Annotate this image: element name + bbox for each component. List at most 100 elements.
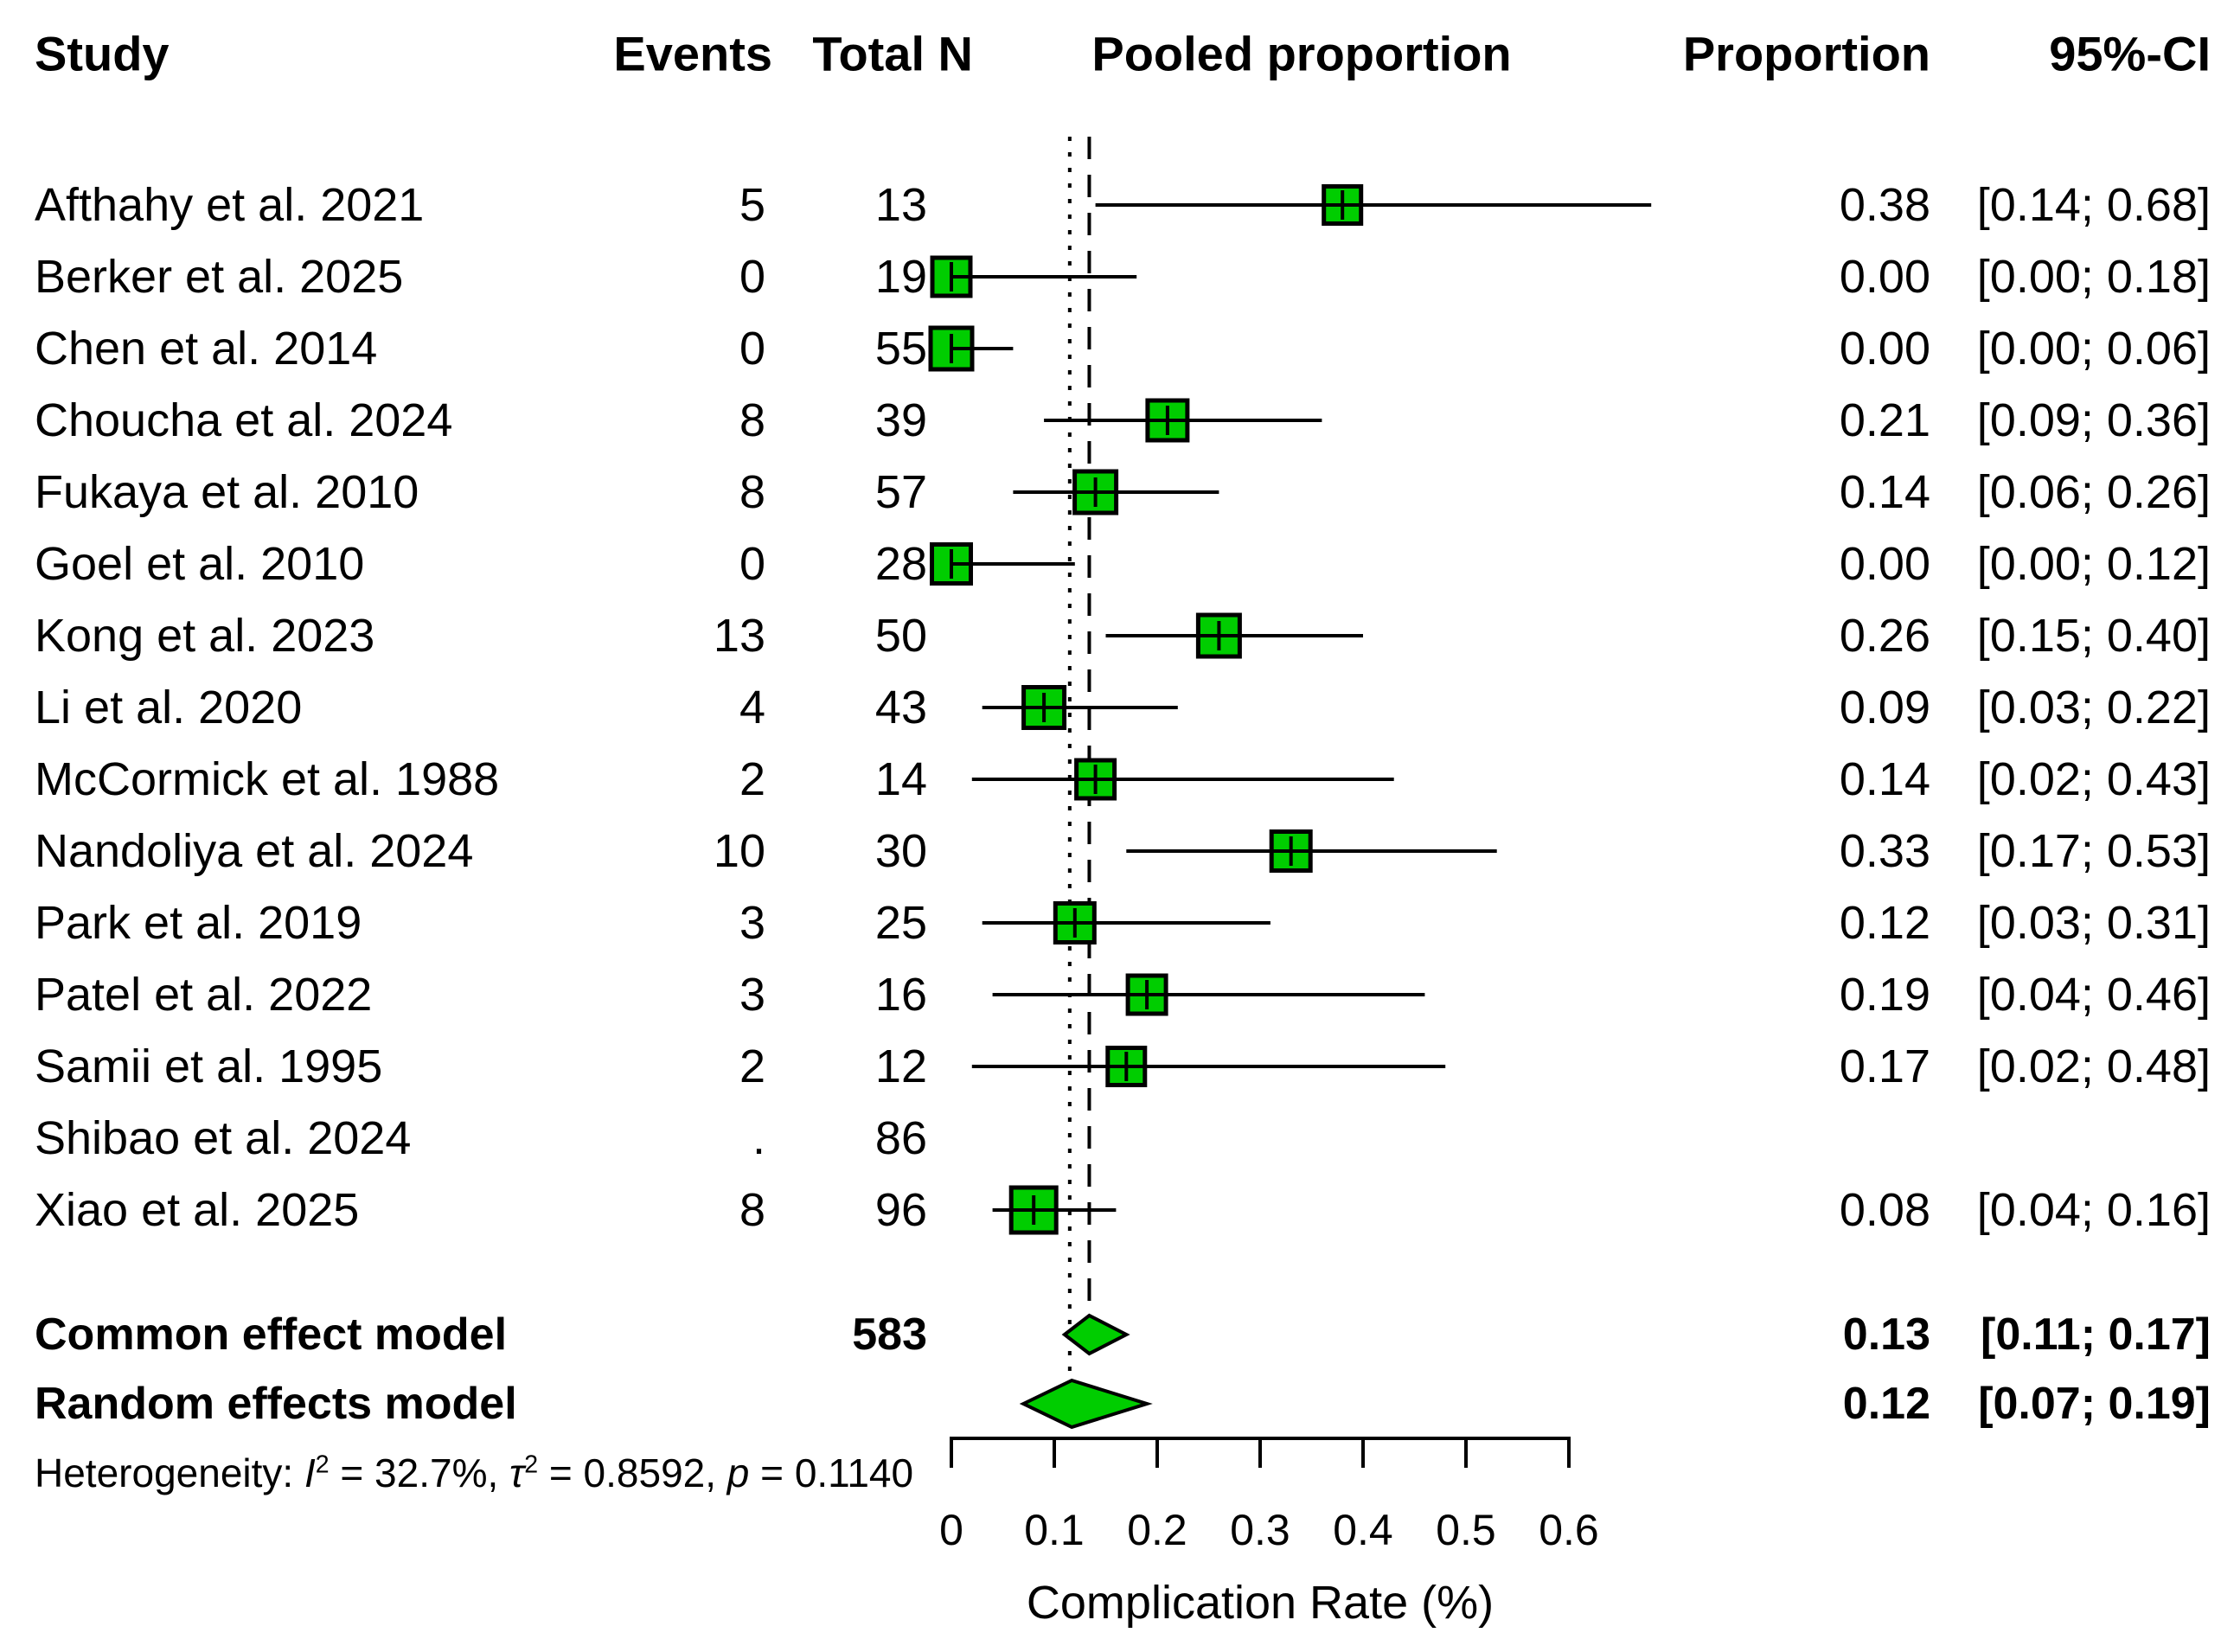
events-value: 0: [739, 538, 765, 590]
tau-squared-symbol: τ: [509, 1450, 525, 1495]
x-axis-tick-label: 0.3: [1230, 1506, 1290, 1554]
proportion-value: 0.12: [1839, 897, 1930, 949]
ci-value: [0.00; 0.06]: [1976, 323, 2211, 375]
i-squared-value: = 32.7%,: [329, 1450, 510, 1495]
proportion-value: 0.21: [1839, 394, 1930, 446]
ci-value: [0.17; 0.53]: [1976, 825, 2211, 877]
i-squared-exponent: 2: [315, 1450, 330, 1479]
ci-value: [0.04; 0.16]: [1976, 1184, 2211, 1236]
column-header-total-n: Total N: [812, 26, 973, 81]
column-header-study: Study: [35, 26, 170, 81]
ci-value: [0.03; 0.31]: [1976, 897, 2211, 949]
ci-value: [0.00; 0.12]: [1976, 538, 2211, 590]
total-n-value: 13: [874, 179, 927, 231]
common-effect-proportion: 0.13: [1842, 1309, 1930, 1360]
proportion-value: 0.14: [1839, 753, 1930, 805]
study-label: Kong et al. 2023: [35, 610, 375, 662]
x-axis-tick-label: 0.6: [1539, 1506, 1599, 1554]
column-header-pooled-proportion: Pooled proportion: [1091, 26, 1512, 81]
ci-value: [0.06; 0.26]: [1976, 466, 2211, 518]
study-label: Shibao et al. 2024: [35, 1112, 412, 1164]
proportion-value: 0.19: [1839, 969, 1930, 1021]
study-label: McCormick et al. 1988: [35, 753, 500, 805]
common-effect-diamond: [1061, 1313, 1130, 1356]
total-n-value: 55: [874, 323, 927, 375]
heterogeneity-prefix: Heterogeneity:: [35, 1450, 304, 1495]
study-label: Afthahy et al. 2021: [35, 179, 425, 231]
total-n-value: 19: [874, 251, 927, 303]
events-value: 10: [713, 825, 765, 877]
ci-value: [0.09; 0.36]: [1976, 394, 2211, 446]
events-value: 2: [739, 753, 765, 805]
x-axis-tick-label: 0: [939, 1506, 963, 1554]
ci-value: [0.14; 0.68]: [1976, 179, 2211, 231]
total-n-value: 30: [874, 825, 927, 877]
study-label: Goel et al. 2010: [35, 538, 365, 590]
proportion-value: 0.08: [1839, 1184, 1930, 1236]
total-n-value: 96: [874, 1184, 927, 1236]
events-value: 8: [739, 466, 765, 518]
events-value: 13: [713, 610, 765, 662]
study-label: Fukaya et al. 2010: [35, 466, 419, 518]
ci-value: [0.15; 0.40]: [1976, 610, 2211, 662]
total-n-value: 43: [874, 682, 927, 733]
study-label: Xiao et al. 2025: [35, 1184, 360, 1236]
events-value: 4: [739, 682, 765, 733]
total-n-value: 25: [874, 897, 927, 949]
events-value: 0: [739, 251, 765, 303]
p-symbol: p: [726, 1450, 750, 1495]
proportion-value: 0.14: [1839, 466, 1930, 518]
common-effect-total-n: 583: [852, 1309, 927, 1360]
ci-value: [0.02; 0.43]: [1976, 753, 2211, 805]
x-axis-tick-label: 0.5: [1436, 1506, 1496, 1554]
column-header-ci: 95%-CI: [2049, 26, 2211, 81]
total-n-value: 50: [874, 610, 927, 662]
study-label: Nandoliya et al. 2024: [35, 825, 474, 877]
total-n-value: 57: [874, 466, 927, 518]
x-axis-title: Complication Rate (%): [1026, 1577, 1495, 1629]
x-axis-tick-label: 0.1: [1024, 1506, 1085, 1554]
proportion-value: 0.17: [1839, 1041, 1930, 1092]
total-n-value: 39: [874, 394, 927, 446]
proportion-value: 0.33: [1839, 825, 1930, 877]
random-effects-diamond: [1019, 1378, 1153, 1430]
study-label: Patel et al. 2022: [35, 969, 373, 1021]
proportion-value: 0.38: [1839, 179, 1930, 231]
column-header-events: Events: [613, 26, 772, 81]
events-value: 0: [739, 323, 765, 375]
total-n-value: 86: [874, 1112, 927, 1164]
i-squared-symbol: I: [304, 1450, 316, 1495]
common-effect-ci: [0.11; 0.17]: [1981, 1309, 2211, 1360]
proportion-value: 0.09: [1839, 682, 1930, 733]
column-header-proportion: Proportion: [1682, 26, 1930, 81]
random-effects-ci: [0.07; 0.19]: [1978, 1379, 2211, 1429]
x-axis-tick-label: 0.4: [1333, 1506, 1393, 1554]
study-label: Berker et al. 2025: [35, 251, 404, 303]
total-n-value: 14: [874, 753, 927, 805]
events-value: 5: [739, 179, 765, 231]
tau-squared-value: = 0.8592,: [538, 1450, 727, 1495]
proportion-value: 0.00: [1839, 538, 1930, 590]
total-n-value: 16: [874, 969, 927, 1021]
events-value: 8: [739, 1184, 765, 1236]
proportion-value: 0.26: [1839, 610, 1930, 662]
events-value: 2: [739, 1041, 765, 1092]
study-label: Chen et al. 2014: [35, 323, 378, 375]
ci-value: [0.03; 0.22]: [1976, 682, 2211, 733]
events-value: 3: [739, 969, 765, 1021]
ci-value: [0.02; 0.48]: [1976, 1041, 2211, 1092]
proportion-value: 0.00: [1839, 251, 1930, 303]
x-axis-tick-label: 0.2: [1127, 1506, 1187, 1554]
random-effects-proportion: 0.12: [1842, 1379, 1930, 1429]
ci-value: [0.00; 0.18]: [1976, 251, 2211, 303]
ci-value: [0.04; 0.46]: [1976, 969, 2211, 1021]
common-effect-label: Common effect model: [35, 1309, 508, 1360]
events-value: 8: [739, 394, 765, 446]
tau-squared-exponent: 2: [524, 1450, 539, 1479]
study-label: Li et al. 2020: [35, 682, 303, 733]
heterogeneity-note: Heterogeneity: I2 = 32.7%, τ2 = 0.8592, …: [35, 1450, 913, 1496]
study-label: Park et al. 2019: [35, 897, 362, 949]
study-label: Samii et al. 1995: [35, 1041, 383, 1092]
